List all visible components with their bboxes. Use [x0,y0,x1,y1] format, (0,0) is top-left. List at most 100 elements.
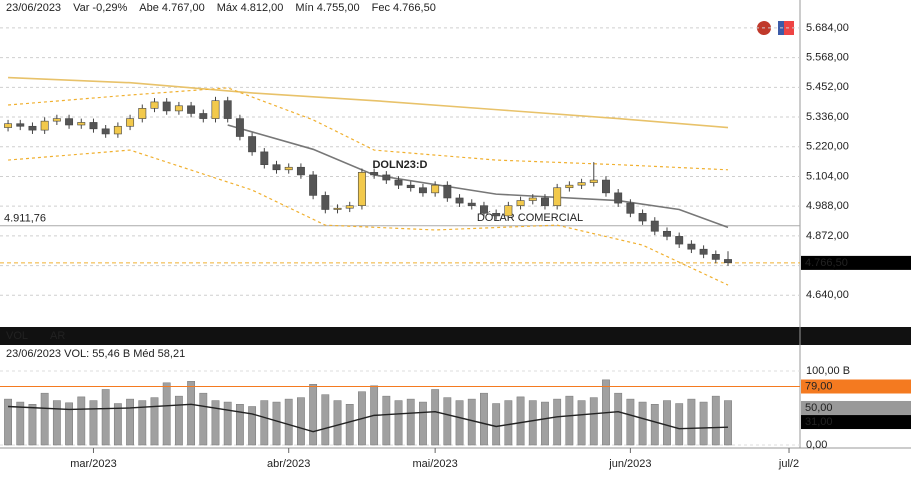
volume-bar [333,400,342,446]
candle-body [431,184,440,194]
candle-body [321,195,330,210]
volume-tick-label: 100,00 B [806,365,850,377]
candle-body [479,205,488,214]
volume-bar [553,398,562,446]
volume-bar [504,400,513,446]
candle-body [638,213,647,222]
volume-bar [675,403,684,446]
volume-bar [455,400,464,446]
volume-bar [467,398,476,446]
candle-body [150,101,159,109]
candle-body [174,105,183,112]
candle-body [89,122,98,130]
candle-body [711,254,720,260]
candle-body [394,179,403,186]
volume-bar [626,398,635,446]
x-tick-label: mai/2023 [413,458,458,470]
candle-body [272,164,281,171]
volume-bar [663,400,671,446]
candle-body [16,123,25,127]
volume-bar [150,397,159,446]
candle-body [101,128,110,135]
y-tick-label: 5.684,00 [806,22,849,34]
volume-bar [443,397,452,446]
volume-bar [492,403,501,446]
candle-body [333,207,342,210]
volume-tab: AR [50,330,65,342]
volume-marker-label: 79,00 [805,380,833,392]
volume-bar [174,395,183,446]
volume-bar [687,398,696,446]
candle-body [65,118,74,126]
volume-bar [614,392,623,446]
volume-tick-label: 0,00 [806,439,827,451]
volume-tab: VOL [6,330,28,342]
volume-bar [541,401,549,446]
candle-body [113,125,122,135]
candle-body [528,197,537,201]
header-item: Mín 4.755,00 [295,2,359,14]
candle-body [724,259,732,264]
y-tick-label: 4.872,00 [806,230,849,242]
candle-body [577,182,586,186]
volume-bar [406,398,415,446]
candle-body [418,187,427,194]
volume-bar [394,400,403,446]
candle-body [77,122,86,126]
candle-body [663,230,671,237]
volume-bar [309,384,318,446]
x-tick-label: jun/2023 [608,458,651,470]
last-price-label: 4.766,50 [805,257,848,269]
volume-bar [162,382,171,446]
volume-bar [284,398,293,446]
reference-label: 4.911,76 [4,213,46,225]
header-item: 23/06/2023 [6,2,61,14]
candle-body [541,197,549,206]
x-tick-label: jul/2 [778,458,799,470]
volume-marker-box [801,379,911,394]
candle-body [650,220,659,232]
last-price-box [801,255,911,270]
y-tick-label: 5.336,00 [806,111,849,123]
volume-bar [650,404,659,446]
volume-bar [138,400,147,446]
volume-bar [126,398,134,446]
volume-bar [52,400,61,446]
x-tick-label: mar/2023 [70,458,116,470]
candle-body [467,202,476,206]
watermark-sub: DÓLAR COMERCIAL [477,211,583,224]
volume-bar [577,400,586,446]
volume-bar [419,401,427,446]
volume-bar [345,404,354,446]
candle-body [565,184,574,189]
volume-bar [528,400,537,446]
header-item: Abe 4.767,00 [139,2,204,14]
candle-body [28,125,37,131]
volume-bar [4,398,12,446]
volume-bar [89,400,98,446]
volume-bar [431,389,440,446]
candle-body [370,172,379,176]
volume-bar [40,392,49,446]
watermark: DOLN23:D [372,159,427,171]
volume-bar [223,401,232,446]
volume-marker-box [801,400,911,415]
volume-bar [297,397,305,446]
volume-bar [711,395,720,446]
candle-body [126,118,135,127]
volume-bar [638,401,647,446]
candle-body [284,166,293,171]
volume-bar [321,394,330,446]
volume-bar [480,392,488,446]
volume-bar [516,396,525,446]
candle-body [406,184,415,189]
volume-bar [382,395,391,446]
volume-marker-box [801,415,911,430]
volume-bar [260,400,269,446]
volume-average [8,403,729,433]
candle-body [309,174,318,196]
candle-body [211,100,220,119]
candle-body [614,192,623,204]
indicator-line [227,124,729,229]
volume-bar [199,392,208,446]
